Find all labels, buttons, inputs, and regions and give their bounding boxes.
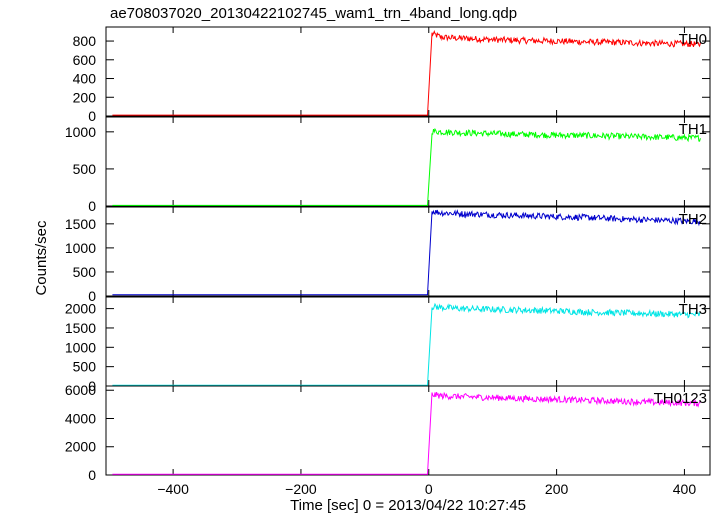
y-tick-label-th1-1: 500 <box>73 161 97 177</box>
y-tick-label-th0-0: 0 <box>88 108 96 124</box>
y-tick-label-th2-3: 1500 <box>65 216 96 232</box>
panel-label-th0: TH0 <box>679 31 707 48</box>
y-tick-label-th3-2: 1000 <box>65 339 96 355</box>
panel-frame-th3 <box>105 296 711 387</box>
panel-frame-th2 <box>105 206 711 297</box>
y-tick-label-th0123-0: 0 <box>88 467 96 483</box>
panel-label-th1: TH1 <box>679 121 707 138</box>
y-tick-label-th3-4: 2000 <box>65 301 96 317</box>
y-tick-label-th2-1: 500 <box>73 264 97 280</box>
y-tick-label-th3-0: 0 <box>88 378 96 394</box>
x-tick-label-4: 400 <box>673 481 697 497</box>
panel-label-th2: TH2 <box>679 211 707 228</box>
y-tick-label-th0-2: 400 <box>73 71 97 87</box>
x-tick-label-0: −400 <box>157 481 189 497</box>
panel-frame-th0123 <box>105 385 711 476</box>
y-tick-label-th1-0: 0 <box>88 198 96 214</box>
series-line-th0123 <box>112 391 701 475</box>
y-tick-label-th0123-1: 2000 <box>65 439 96 455</box>
y-tick-label-th3-1: 500 <box>73 359 97 375</box>
y-tick-label-th2-0: 0 <box>88 288 96 304</box>
x-axis-label: Time [sec] 0 = 2013/04/22 10:27:45 <box>290 497 526 514</box>
panel-frame-th0 <box>105 26 711 117</box>
x-tick-label-1: −200 <box>285 481 317 497</box>
series-line-th3 <box>112 302 701 386</box>
x-tick-label-3: 200 <box>545 481 569 497</box>
panels-group: 0 200 400 600 800 TH0 0 500 1000 TH1 0 500 1000 1500 T… <box>65 26 711 497</box>
y-tick-label-th0123-3: 6000 <box>65 382 96 398</box>
x-tick-label-2: 0 <box>425 481 433 497</box>
y-axis-label: Counts/sec <box>33 220 50 296</box>
panel-frame-th1 <box>105 116 711 207</box>
series-line-th0 <box>112 29 701 116</box>
panel-label-th0123: TH0123 <box>654 390 707 407</box>
panel-label-th3: TH3 <box>679 301 707 318</box>
y-tick-label-th2-2: 1000 <box>65 240 96 256</box>
series-line-th1 <box>112 127 701 206</box>
y-tick-label-th3-3: 1500 <box>65 320 96 336</box>
series-line-th2 <box>112 209 701 296</box>
y-tick-label-th0-1: 200 <box>73 89 97 105</box>
y-tick-label-th0-4: 800 <box>73 33 97 49</box>
y-tick-label-th1-2: 1000 <box>65 124 96 140</box>
chart-title: ae708037020_20130422102745_wam1_trn_4ban… <box>110 5 517 22</box>
y-tick-label-th0123-2: 4000 <box>65 410 96 426</box>
y-tick-label-th0-3: 600 <box>73 52 97 68</box>
